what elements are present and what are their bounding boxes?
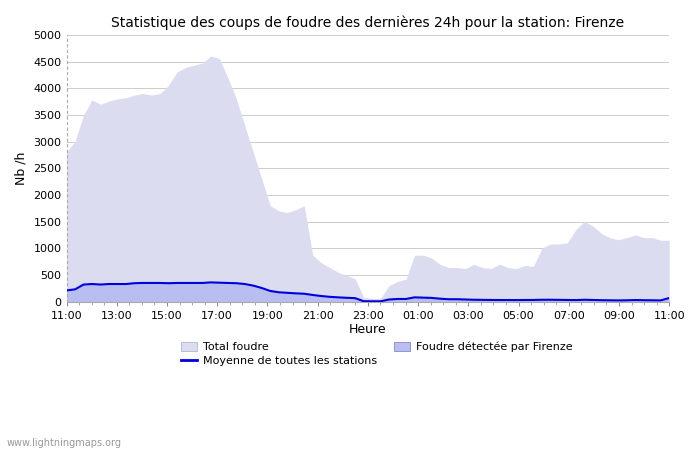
Text: www.lightningmaps.org: www.lightningmaps.org [7, 438, 122, 448]
Y-axis label: Nb /h: Nb /h [15, 152, 28, 185]
Title: Statistique des coups de foudre des dernières 24h pour la station: Firenze: Statistique des coups de foudre des dern… [111, 15, 624, 30]
X-axis label: Heure: Heure [349, 324, 386, 337]
Legend: Total foudre, Moyenne de toutes les stations, Foudre détectée par Firenze: Total foudre, Moyenne de toutes les stat… [181, 342, 573, 366]
